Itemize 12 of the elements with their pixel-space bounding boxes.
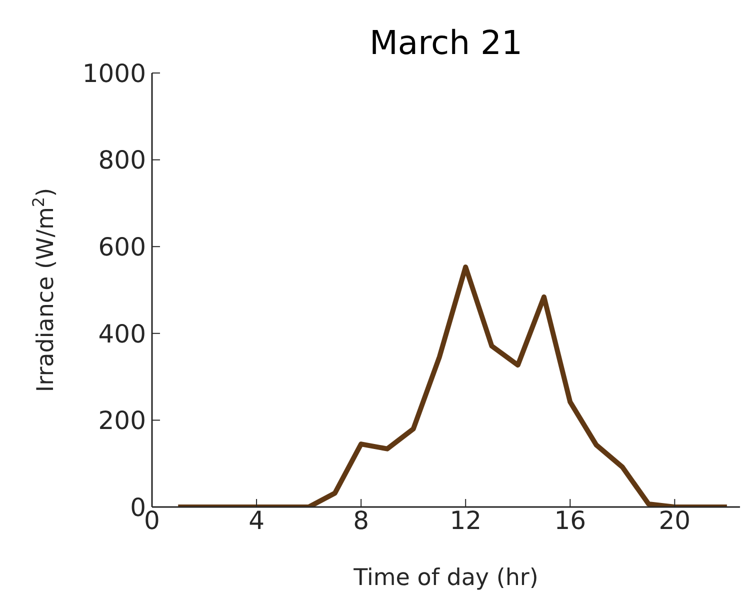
- x-tick-label: 20: [658, 506, 691, 535]
- y-tick-label: 1000: [82, 58, 146, 88]
- x-tick-label: 8: [353, 506, 370, 535]
- x-tick-label: 12: [450, 506, 482, 535]
- y-tick-label: 200: [98, 406, 146, 436]
- x-axis-title: Time of day (hr): [352, 565, 538, 591]
- y-tick-label: 400: [98, 319, 146, 348]
- x-tick-label: 4: [248, 506, 264, 535]
- x-tick-label: 16: [554, 506, 586, 535]
- y-tick-label: 800: [98, 146, 146, 175]
- chart-title: March 21: [369, 23, 523, 62]
- y-tick-label: 600: [98, 232, 146, 262]
